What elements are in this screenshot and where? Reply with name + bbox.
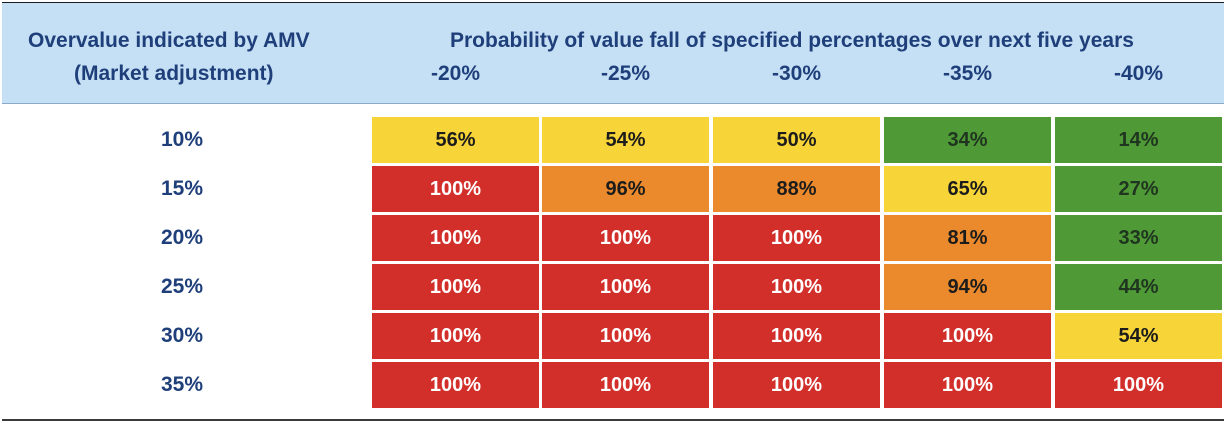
table-cell: 100% — [884, 362, 1051, 408]
table-cell: 44% — [1055, 264, 1222, 310]
column-group-title: Probability of value fall of specified p… — [450, 29, 1134, 52]
table-cell: 65% — [884, 166, 1051, 212]
table-cell: 100% — [713, 215, 880, 261]
table-cell: 27% — [1055, 166, 1222, 212]
column-header: -35% — [942, 62, 993, 85]
table-cell: 54% — [1055, 313, 1222, 359]
row-label: 30% — [160, 324, 204, 347]
table-cell: 96% — [542, 166, 709, 212]
table-cell: 100% — [542, 313, 709, 359]
table-cell: 56% — [372, 117, 539, 163]
table-cell: 100% — [542, 215, 709, 261]
column-header: -30% — [771, 62, 822, 85]
table-cell: 100% — [372, 215, 539, 261]
row-label: 10% — [160, 128, 204, 151]
table-cell: 100% — [884, 313, 1051, 359]
table-cell: 100% — [713, 313, 880, 359]
table-cell: 100% — [542, 264, 709, 310]
table-header: Overvalue indicated by AMV (Market adjus… — [2, 3, 1224, 104]
table-cell: 88% — [713, 166, 880, 212]
row-label: 20% — [160, 226, 204, 249]
table-cell: 81% — [884, 215, 1051, 261]
table-cell: 94% — [884, 264, 1051, 310]
table-cell: 34% — [884, 117, 1051, 163]
table-cell: 54% — [542, 117, 709, 163]
table-cell: 100% — [372, 264, 539, 310]
table-cell: 100% — [372, 166, 539, 212]
table-cell: 100% — [1055, 362, 1222, 408]
row-label: 15% — [160, 177, 204, 200]
row-header-subtitle: (Market adjustment) — [74, 62, 274, 85]
column-header: -40% — [1113, 62, 1164, 85]
table-cell: 100% — [372, 313, 539, 359]
column-header: -25% — [600, 62, 651, 85]
column-header: -20% — [430, 62, 481, 85]
table-cell: 100% — [713, 362, 880, 408]
table-cell: 50% — [713, 117, 880, 163]
table-cell: 14% — [1055, 117, 1222, 163]
row-header-title: Overvalue indicated by AMV — [28, 29, 310, 52]
row-label: 25% — [160, 275, 204, 298]
table-cell: 100% — [372, 362, 539, 408]
table-cell: 33% — [1055, 215, 1222, 261]
row-label: 35% — [160, 373, 204, 396]
table-cell: 100% — [542, 362, 709, 408]
table-cell: 100% — [713, 264, 880, 310]
